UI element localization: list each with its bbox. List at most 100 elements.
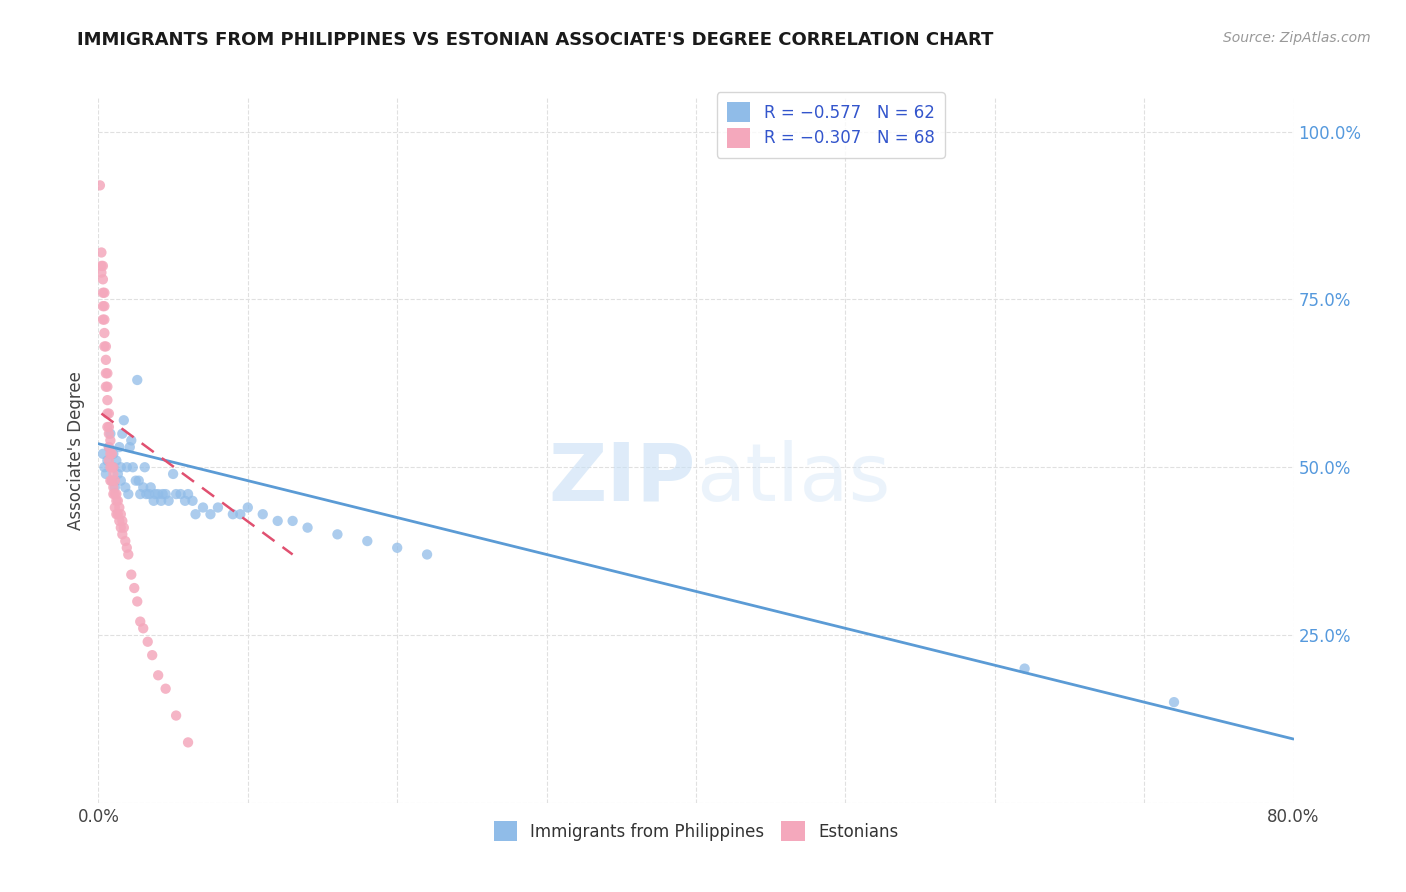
Point	[103, 480, 125, 494]
Point	[200, 507, 222, 521]
Point	[124, 581, 146, 595]
Point	[114, 480, 136, 494]
Point	[236, 500, 259, 515]
Point	[96, 407, 118, 421]
Point	[107, 493, 129, 508]
Point	[165, 487, 187, 501]
Point	[132, 621, 155, 635]
Text: Source: ZipAtlas.com: Source: ZipAtlas.com	[1223, 31, 1371, 45]
Point	[229, 507, 252, 521]
Point	[97, 453, 120, 467]
Point	[96, 393, 118, 408]
Point	[129, 487, 152, 501]
Point	[297, 521, 319, 535]
Point	[177, 735, 200, 749]
Point	[117, 487, 139, 501]
Point	[93, 312, 115, 326]
Point	[103, 460, 125, 475]
Point	[98, 434, 122, 448]
Point	[148, 668, 170, 682]
Point	[148, 487, 170, 501]
Point	[111, 426, 134, 441]
Point	[267, 514, 290, 528]
Point	[98, 426, 122, 441]
Point	[222, 507, 245, 521]
Point	[132, 480, 155, 494]
Point	[1163, 695, 1185, 709]
Point	[107, 467, 129, 481]
Point	[120, 434, 142, 448]
Point	[114, 534, 136, 549]
Point	[93, 460, 115, 475]
Point	[91, 447, 114, 461]
Point	[105, 493, 128, 508]
Point	[107, 507, 129, 521]
Point	[125, 474, 148, 488]
Point	[104, 487, 127, 501]
Point	[104, 474, 127, 488]
Point	[134, 460, 156, 475]
Point	[165, 708, 187, 723]
Point	[103, 467, 125, 481]
Point	[97, 440, 120, 454]
Point	[385, 541, 409, 555]
Point	[111, 514, 134, 528]
Point	[94, 339, 117, 353]
Point	[120, 567, 142, 582]
Point	[207, 500, 229, 515]
Point	[157, 493, 180, 508]
Point	[139, 480, 162, 494]
Point	[155, 681, 177, 696]
Point	[143, 487, 166, 501]
Point	[142, 493, 165, 508]
Point	[94, 467, 117, 481]
Point	[103, 487, 125, 501]
Point	[108, 514, 131, 528]
Point	[416, 548, 439, 562]
Point	[91, 272, 114, 286]
Point	[162, 467, 184, 481]
Point	[98, 460, 122, 475]
Point	[252, 507, 274, 521]
Point	[94, 366, 117, 380]
Point	[169, 487, 191, 501]
Point	[108, 440, 131, 454]
Point	[110, 474, 132, 488]
Point	[155, 487, 177, 501]
Point	[121, 460, 143, 475]
Point	[91, 285, 114, 300]
Point	[91, 259, 114, 273]
Point	[115, 460, 138, 475]
Point	[105, 453, 128, 467]
Point	[108, 500, 131, 515]
Point	[96, 420, 118, 434]
Point	[91, 312, 114, 326]
Point	[281, 514, 304, 528]
Point	[112, 413, 135, 427]
Point	[105, 487, 128, 501]
Text: atlas: atlas	[696, 440, 890, 517]
Text: IMMIGRANTS FROM PHILIPPINES VS ESTONIAN ASSOCIATE'S DEGREE CORRELATION CHART: IMMIGRANTS FROM PHILIPPINES VS ESTONIAN …	[77, 31, 994, 49]
Point	[326, 527, 349, 541]
Point	[174, 493, 197, 508]
Point	[184, 507, 207, 521]
Point	[110, 460, 132, 475]
Point	[96, 453, 118, 467]
Point	[94, 352, 117, 367]
Point	[93, 326, 115, 340]
Point	[111, 527, 134, 541]
Point	[91, 299, 114, 313]
Point	[138, 487, 160, 501]
Point	[96, 380, 118, 394]
Point	[112, 521, 135, 535]
Point	[128, 474, 150, 488]
Point	[98, 447, 122, 461]
Text: ZIP: ZIP	[548, 440, 696, 517]
Point	[105, 507, 128, 521]
Point	[191, 500, 214, 515]
Point	[110, 507, 132, 521]
Point	[93, 285, 115, 300]
Point	[104, 480, 127, 494]
Legend: Immigrants from Philippines, Estonians: Immigrants from Philippines, Estonians	[486, 814, 905, 847]
Y-axis label: Associate's Degree: Associate's Degree	[67, 371, 86, 530]
